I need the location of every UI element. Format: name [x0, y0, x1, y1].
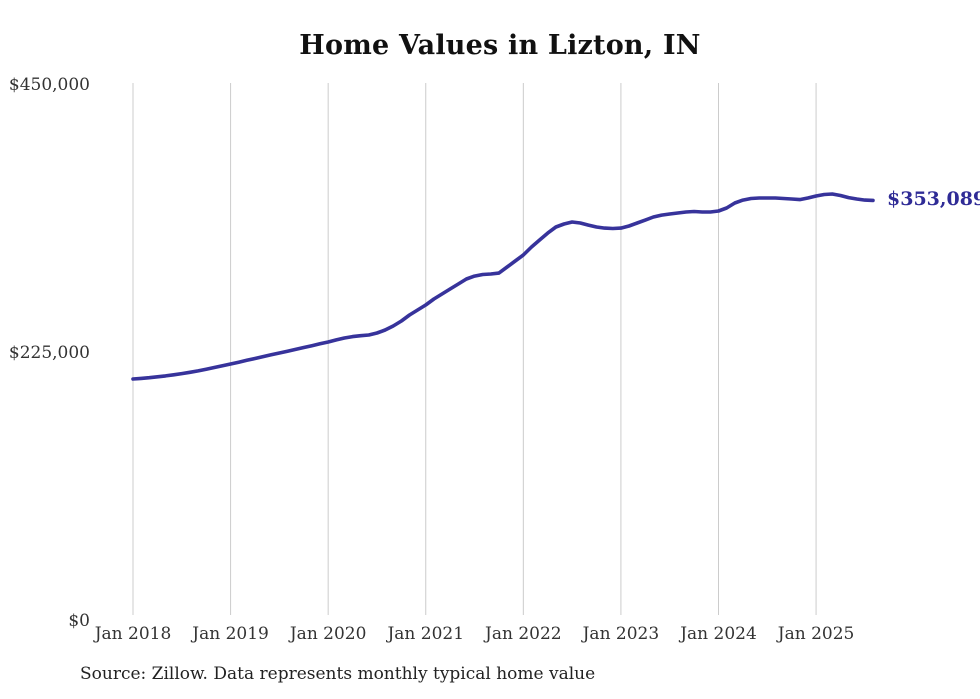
- x-tick-label: Jan 2021: [387, 624, 465, 644]
- y-tick-label: $225,000: [8, 343, 90, 363]
- gridlines-group: [132, 83, 817, 615]
- x-tick-label: Jan 2024: [680, 624, 757, 644]
- home-value-line: [131, 192, 875, 381]
- x-tick-label: Jan 2018: [94, 624, 172, 644]
- source-note: Source: Zillow. Data represents monthly …: [80, 664, 596, 684]
- chart-title: Home Values in Lizton, IN: [299, 30, 701, 61]
- x-tick-label: Jan 2023: [582, 624, 660, 644]
- x-tick-label: Jan 2022: [485, 624, 562, 644]
- y-tick-label: $450,000: [8, 75, 90, 95]
- y-tick-label: $0: [68, 611, 90, 631]
- current-value-label: $353,089: [887, 188, 980, 211]
- x-tick-label: Jan 2025: [777, 624, 855, 644]
- x-tick-label: Jan 2020: [289, 624, 367, 644]
- x-tick-label: Jan 2019: [192, 624, 269, 644]
